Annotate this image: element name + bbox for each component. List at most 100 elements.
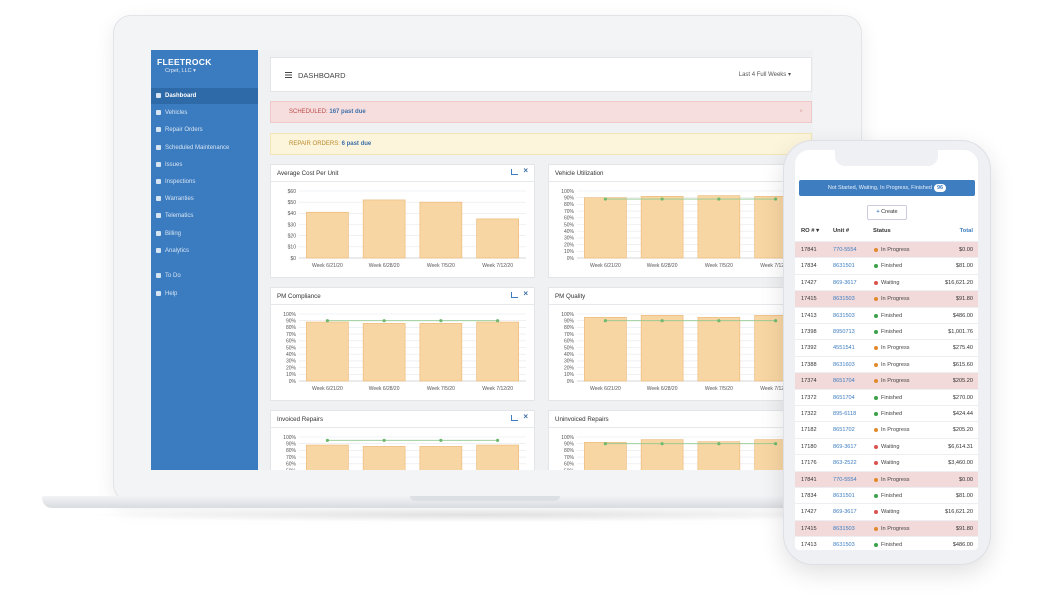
menu-item[interactable]: Billing	[151, 226, 258, 242]
unit-number[interactable]: 8631503	[833, 525, 855, 532]
alert-link[interactable]: 167 past due	[329, 109, 366, 115]
table-row[interactable]: 17182 8651702 In Progress $205.20	[795, 421, 978, 437]
table-row[interactable]: 17322 895-6118 Finished $424.44	[795, 405, 978, 421]
target-point	[660, 197, 664, 201]
unit-number[interactable]: 869-3617	[833, 443, 857, 450]
table-row[interactable]: 17372 8651704 Finished $270.00	[795, 388, 978, 405]
unit-number[interactable]: 770-5554	[833, 247, 857, 253]
bar	[419, 323, 463, 382]
menu-label: Warranties	[165, 196, 194, 203]
alert-link[interactable]: 6 past due	[341, 141, 372, 147]
status-icon	[874, 248, 878, 252]
date-range[interactable]: Last 4 Full Weeks ▾	[738, 72, 791, 78]
company-selector[interactable]: Crpet, LLC ▾	[165, 68, 196, 74]
table-row[interactable]: 17180 869-3617 Waiting $6,614.31	[795, 437, 978, 454]
panel-title: Average Cost Per Unit	[277, 170, 339, 177]
table-row[interactable]: 17392 4551541 In Progress $275.40	[795, 339, 978, 355]
menu-item[interactable]: Vehicles	[151, 105, 258, 121]
total: $91.80	[955, 525, 973, 532]
menu-icon[interactable]	[285, 72, 292, 74]
bar	[476, 444, 519, 470]
status: In Progress	[881, 378, 910, 385]
menu-item[interactable]: Scheduled Maintenance	[151, 140, 258, 156]
menu-label: Help	[165, 290, 178, 297]
table-row[interactable]: 17427 869-3617 Waiting $16,621.20	[795, 503, 978, 519]
table-row[interactable]: 17415 8631503 In Progress $91.80	[795, 519, 978, 537]
unit-number[interactable]: 8631503	[833, 296, 855, 303]
menu-item[interactable]: Help	[151, 286, 258, 302]
unit-number[interactable]: 863-2522	[833, 460, 857, 467]
close-icon[interactable]: ×	[799, 109, 803, 115]
chart-type-icon[interactable]	[511, 415, 518, 421]
table-row[interactable]: 17176 863-2522 Waiting $3,460.00	[795, 454, 978, 470]
status-filter[interactable]: Not Started, Waiting, In Progress, Finis…	[799, 180, 975, 196]
target-point	[717, 319, 721, 323]
y-tick-label: 10%	[564, 372, 575, 378]
menu-icon	[156, 290, 161, 296]
x-tick-label: Week 6/21/20	[590, 263, 621, 269]
total: $1,001.76	[948, 329, 973, 335]
menu-item[interactable]: Warranties	[151, 191, 258, 207]
total: $81.00	[955, 493, 973, 499]
bar	[362, 446, 406, 470]
y-tick-label: 80%	[564, 325, 575, 331]
unit-number[interactable]: 869-3617	[833, 279, 857, 286]
chart-type-icon[interactable]	[511, 169, 518, 175]
unit-number[interactable]: 4551541	[833, 345, 855, 352]
target-point	[660, 442, 664, 446]
bar	[362, 199, 406, 259]
y-tick-label: 10%	[564, 249, 575, 255]
brand[interactable]: FLEETROCK	[157, 57, 212, 67]
unit-number[interactable]: 8631501	[833, 493, 855, 499]
menu-item[interactable]: To Do	[151, 268, 258, 284]
y-tick-label: 0%	[567, 256, 575, 262]
status-icon	[874, 264, 878, 269]
y-tick-label: 80%	[286, 325, 297, 331]
table-row[interactable]: 17841 770-5554 In Progress $0.00	[795, 241, 978, 258]
unit-number[interactable]: 869-3617	[833, 509, 857, 516]
column-header: Status	[873, 228, 891, 234]
target-point	[774, 319, 778, 323]
chart-type-icon[interactable]	[511, 292, 518, 298]
menu-item[interactable]: Repair Orders	[151, 122, 258, 138]
table-row[interactable]: 17841 770-5554 In Progress $0.00	[795, 470, 978, 487]
table-row[interactable]: 17374 8651704 In Progress $205.20	[795, 372, 978, 389]
menu-item[interactable]: Inspections	[151, 174, 258, 190]
column-header: Unit #	[833, 228, 850, 234]
x-tick-label: Week 7/12/20	[760, 386, 791, 392]
remove-icon[interactable]: ×	[523, 289, 528, 298]
table-row[interactable]: 17834 8631501 Finished $81.00	[795, 487, 978, 503]
unit-number[interactable]: 895-6118	[833, 411, 857, 417]
unit-number[interactable]: 8651702	[833, 427, 855, 434]
unit-number[interactable]: 8631603	[833, 361, 855, 368]
table-row[interactable]: 17413 8631503 Finished $486.00	[795, 306, 978, 323]
remove-icon[interactable]: ×	[523, 412, 528, 421]
table-row[interactable]: 17427 869-3617 Waiting $16,621.20	[795, 273, 978, 290]
create-button[interactable]: + Create	[867, 205, 907, 220]
status-icon	[874, 526, 878, 531]
table-row[interactable]: 17413 8631503 Finished $486.00	[795, 536, 978, 550]
menu-item[interactable]: Analytics	[151, 243, 258, 259]
table-row[interactable]: 17388 8631603 In Progress $615.60	[795, 355, 978, 372]
column-header[interactable]: RO # ▾	[801, 228, 820, 234]
y-tick-label: 60%	[286, 462, 297, 468]
target-point	[603, 319, 607, 323]
unit-number[interactable]: 770-5554	[833, 476, 857, 483]
x-tick-label: Week 7/5/20	[427, 263, 455, 269]
unit-number[interactable]: 8651704	[833, 378, 855, 385]
table-row[interactable]: 17398 8950713 Finished $1,001.76	[795, 323, 978, 339]
unit-number[interactable]: 8631501	[833, 263, 855, 270]
menu-item[interactable]: Dashboard	[151, 88, 258, 104]
unit-number[interactable]: 8631503	[833, 542, 855, 549]
menu-item[interactable]: Telematics	[151, 208, 258, 224]
unit-number[interactable]: 8631503	[833, 312, 855, 319]
remove-icon[interactable]: ×	[523, 166, 528, 175]
table-row[interactable]: 17834 8631501 Finished $81.00	[795, 257, 978, 273]
sidebar: FLEETROCK Crpet, LLC ▾ Dashboard Vehicles…	[151, 50, 258, 470]
menu-item[interactable]: Issues	[151, 157, 258, 173]
unit-number[interactable]: 8651704	[833, 394, 855, 401]
table-row[interactable]: 17415 8631503 In Progress $91.80	[795, 290, 978, 307]
menu-label: Scheduled Maintenance	[165, 144, 230, 151]
unit-number[interactable]: 8950713	[833, 329, 855, 335]
chart: 0%10%20%30%40%50%60%70%80%90%100% Week 6/…	[561, 189, 804, 269]
